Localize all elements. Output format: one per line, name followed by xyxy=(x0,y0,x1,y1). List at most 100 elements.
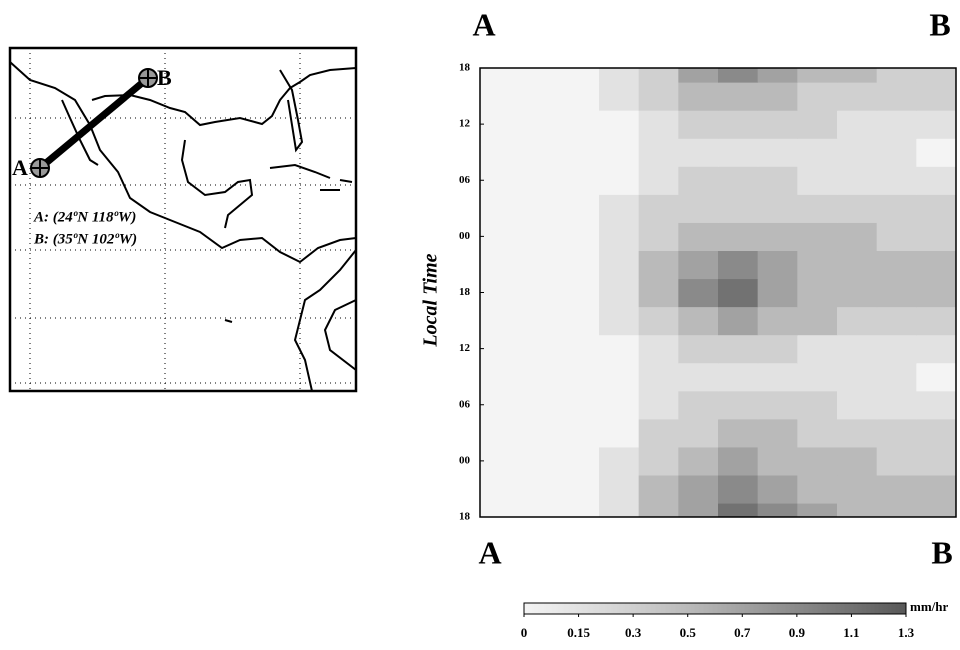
heatmap-cell xyxy=(678,418,719,448)
heatmap-cell xyxy=(837,278,878,308)
heatmap-cell xyxy=(678,110,719,139)
heatmap-cell xyxy=(718,110,759,139)
heatmap-cell xyxy=(837,306,878,336)
heatmap-cell xyxy=(916,418,956,448)
heatmap-cell xyxy=(757,390,798,420)
heatmap-cell xyxy=(797,362,838,392)
heatmap-cell xyxy=(757,82,798,111)
heatmap-cell xyxy=(559,474,600,504)
heatmap-cell xyxy=(519,194,560,223)
y-tick-label: 00 xyxy=(459,454,471,466)
point-b-marker xyxy=(138,68,158,88)
y-axis-title: Local Time xyxy=(420,253,442,347)
heatmap-cell xyxy=(876,278,917,308)
heatmap-cell xyxy=(559,68,600,83)
y-tick-label: 18 xyxy=(459,286,471,298)
heatmap-cell xyxy=(519,250,560,280)
heatmap-cell xyxy=(876,222,917,252)
heatmap-cell xyxy=(638,474,679,504)
heatmap-cell xyxy=(599,110,640,139)
heatmap-cell xyxy=(876,362,917,392)
heatmap xyxy=(480,68,956,517)
heatmap-cell xyxy=(916,82,956,111)
heatmap-cell xyxy=(797,446,838,476)
heatmap-cell xyxy=(757,418,798,448)
heatmap-cell xyxy=(797,250,838,280)
heatmap-cell xyxy=(876,250,917,280)
heatmap-cell xyxy=(718,194,759,223)
heatmap-cell xyxy=(916,278,956,308)
heatmap-cell xyxy=(519,82,560,111)
heatmap-cell xyxy=(519,390,560,420)
heatmap-cell xyxy=(559,306,600,336)
heatmap-cell xyxy=(678,194,719,223)
heatmap-cell xyxy=(519,474,560,504)
heatmap-cell xyxy=(916,306,956,336)
heatmap-cell xyxy=(559,110,600,139)
heatmap-cell xyxy=(599,82,640,111)
heatmap-cell xyxy=(638,222,679,252)
heatmap-cell xyxy=(797,390,838,420)
heatmap-cell xyxy=(519,278,560,308)
heatmap-cell xyxy=(599,250,640,280)
colorbar-tick-label: 0.3 xyxy=(625,625,642,640)
heatmap-cell xyxy=(876,82,917,111)
heatmap-cell xyxy=(480,250,521,280)
heatmap-cell xyxy=(757,278,798,308)
heatmap-cell xyxy=(678,334,719,364)
heatmap-cell xyxy=(638,362,679,392)
heatmap-cell xyxy=(599,68,640,83)
heatmap-cell xyxy=(876,502,917,517)
heatmap-cell xyxy=(876,194,917,223)
heatmap-cell xyxy=(837,502,878,517)
heatmap-cell xyxy=(559,446,600,476)
y-tick-label: 12 xyxy=(459,342,471,354)
heatmap-cell xyxy=(599,390,640,420)
heatmap-cell xyxy=(757,474,798,504)
heatmap-cell xyxy=(599,418,640,448)
heatmap-cell xyxy=(480,138,521,167)
map-legend: B: (35ºN 102ºW) xyxy=(33,231,137,247)
heatmap-cell xyxy=(559,502,600,517)
heatmap-cell xyxy=(599,194,640,223)
heatmap-cell xyxy=(678,390,719,420)
heatmap-cell xyxy=(757,138,798,167)
heatmap-cell xyxy=(757,502,798,517)
heatmap-cell xyxy=(638,446,679,476)
heatmap-cell xyxy=(718,474,759,504)
heatmap-cell xyxy=(837,250,878,280)
heatmap-cell xyxy=(599,306,640,336)
heatmap-cell xyxy=(837,222,878,252)
heatmap-cell xyxy=(638,278,679,308)
heatmap-cell xyxy=(678,502,719,517)
heatmap-cell xyxy=(757,334,798,364)
heatmap-cell xyxy=(678,250,719,280)
heatmap-cell xyxy=(638,82,679,111)
heatmap-cell xyxy=(916,334,956,364)
section-line xyxy=(37,75,151,171)
y-tick-label: 18 xyxy=(459,511,471,523)
heatmap-cell xyxy=(559,362,600,392)
heatmap-cell xyxy=(638,418,679,448)
heatmap-cell xyxy=(837,334,878,364)
heatmap-cell xyxy=(559,278,600,308)
heatmap-cell xyxy=(876,138,917,167)
colorbar-tick-label: 0.15 xyxy=(567,625,590,640)
heatmap-cell xyxy=(797,222,838,252)
heatmap-cell xyxy=(480,278,521,308)
heatmap-cell xyxy=(797,306,838,336)
heatmap-cell xyxy=(638,306,679,336)
heatmap-cell xyxy=(916,138,956,167)
heatmap-cell xyxy=(559,194,600,223)
heatmap-cell xyxy=(718,390,759,420)
heatmap-cell xyxy=(837,166,878,195)
heatmap-cell xyxy=(718,334,759,364)
heatmap-cell xyxy=(757,68,798,83)
heatmap-cell xyxy=(519,110,560,139)
heatmap-cell xyxy=(519,68,560,83)
heatmap-cell xyxy=(718,82,759,111)
heatmap-cell xyxy=(757,222,798,252)
heatmap-cell xyxy=(797,138,838,167)
heatmap-cell xyxy=(480,194,521,223)
heatmap-cell xyxy=(876,446,917,476)
